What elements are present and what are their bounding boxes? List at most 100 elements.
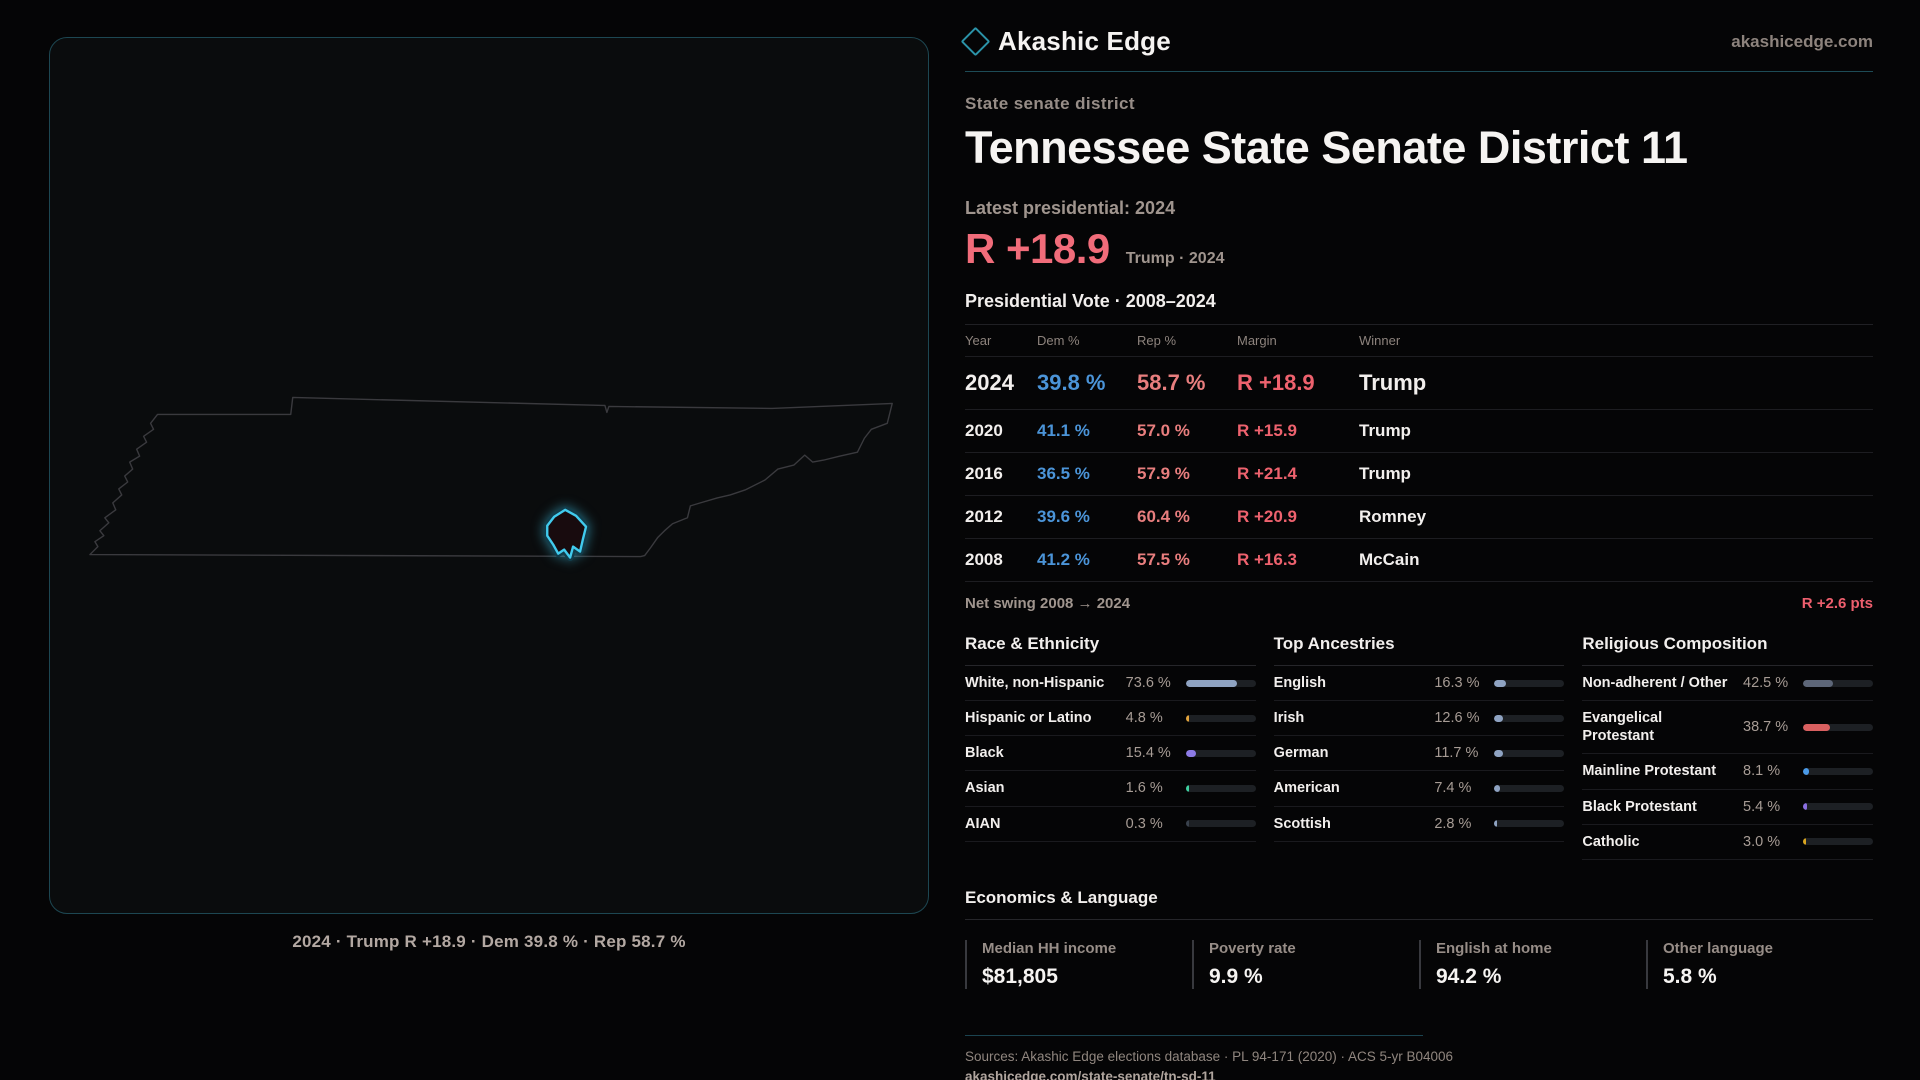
- vote-table-title: Presidential Vote · 2008–2024: [965, 291, 1216, 311]
- demographic-value: 38.7 %: [1743, 719, 1789, 736]
- header: Akashic Edge akashicedge.com: [960, 26, 1873, 72]
- col-winner: Winner: [1359, 333, 1401, 348]
- demographic-row: Evangelical Protestant 38.7 %: [1582, 701, 1874, 755]
- vote-year: 2020: [965, 421, 1003, 440]
- vote-year: 2008: [965, 550, 1003, 569]
- demographic-row: White, non-Hispanic 73.6 %: [965, 666, 1256, 702]
- demographic-bar-fill: [1185, 820, 1189, 828]
- demographic-value: 3.0 %: [1743, 833, 1781, 850]
- economics-section: Economics & Language Median HH income $8…: [965, 888, 1873, 989]
- demographic-label: Asian: [965, 780, 1005, 797]
- demographic-label: Mainline Protestant: [1582, 763, 1717, 780]
- demographic-bar-fill: [1803, 803, 1807, 811]
- net-swing-value: R +2.6 pts: [1801, 595, 1873, 612]
- vote-rep-pct: 57.9 %: [1137, 464, 1190, 483]
- demographic-value: 0.3 %: [1125, 815, 1163, 832]
- demographic-heading: Religious Composition: [1582, 634, 1874, 666]
- demographic-bar-track: [1803, 838, 1874, 846]
- vote-table-row: 2012 39.6 % 60.4 % R +20.9 Romney: [965, 496, 1873, 539]
- footer-sources: Sources: Akashic Edge elections database…: [965, 1048, 1454, 1064]
- economics-stat: Other language 5.8 %: [1646, 939, 1873, 989]
- vote-margin: R +21.4: [1237, 464, 1298, 483]
- demographic-bar-track: [1803, 679, 1874, 687]
- latest-presidential-label: Latest presidential: 2024: [965, 198, 1176, 218]
- tennessee-state-outline: [89, 396, 893, 558]
- demographic-label: AIAN: [965, 815, 1001, 832]
- demographic-row: Mainline Protestant 8.1 %: [1582, 754, 1874, 790]
- demographic-row: German 11.7 %: [1273, 736, 1565, 772]
- vote-dem-pct: 39.8 %: [1037, 370, 1106, 395]
- brand-domain-link[interactable]: akashicedge.com: [1731, 31, 1873, 51]
- vote-margin: R +15.9: [1237, 421, 1298, 440]
- demographic-bar-fill: [1185, 714, 1190, 722]
- demographic-rows: White, non-Hispanic 73.6 % Hispanic or L…: [965, 666, 1256, 842]
- vote-winner: Romney: [1359, 507, 1427, 526]
- vote-margin: R +16.3: [1237, 550, 1298, 569]
- vote-table-row: 2008 41.2 % 57.5 % R +16.3 McCain: [965, 539, 1873, 582]
- vote-table-row: 2020 41.1 % 57.0 % R +15.9 Trump: [965, 410, 1873, 453]
- demographic-bar-fill: [1494, 749, 1503, 757]
- demographic-bar-track: [1803, 723, 1874, 731]
- demographic-row: Non-adherent / Other 42.5 %: [1582, 666, 1874, 702]
- map-card: [49, 37, 929, 914]
- vote-rep-pct: 58.7 %: [1137, 370, 1206, 395]
- info-panel: Akashic Edge akashicedge.com State senat…: [960, 26, 1874, 1080]
- vote-dem-pct: 39.6 %: [1037, 507, 1090, 526]
- stat-value: 5.8 %: [1663, 964, 1717, 988]
- demographic-bar-fill: [1803, 723, 1831, 731]
- vote-margin: R +20.9: [1237, 507, 1298, 526]
- brand: Akashic Edge: [960, 26, 1171, 57]
- demographic-value: 15.4 %: [1125, 745, 1171, 762]
- demographic-row: American 7.4 %: [1273, 771, 1565, 807]
- col-margin: Margin: [1237, 333, 1277, 348]
- vote-winner: McCain: [1359, 550, 1420, 569]
- economics-stat: Median HH income $81,805: [965, 939, 1192, 989]
- demographic-row: Black Protestant 5.4 %: [1582, 790, 1874, 825]
- demographic-row: Scottish 2.8 %: [1273, 807, 1565, 842]
- demographic-bar-fill: [1185, 784, 1189, 792]
- demographic-bar-track: [1494, 749, 1565, 757]
- demographic-row: AIAN 0.3 %: [965, 807, 1256, 842]
- demographic-bar-track: [1494, 679, 1565, 687]
- stat-label: Poverty rate: [1209, 939, 1296, 957]
- demographic-value: 16.3 %: [1434, 675, 1480, 692]
- vote-winner: Trump: [1359, 370, 1427, 395]
- demographic-label: American: [1273, 780, 1340, 797]
- net-swing-row: Net swing 2008 → 2024 R +2.6 pts: [965, 595, 1873, 612]
- demographic-value: 4.8 %: [1125, 710, 1163, 727]
- demographic-label: Irish: [1273, 710, 1305, 727]
- demographic-bar-track: [1494, 784, 1565, 792]
- demographic-bar-track: [1494, 820, 1565, 828]
- vote-winner: Trump: [1359, 464, 1411, 483]
- demographic-value: 2.8 %: [1434, 815, 1472, 832]
- economics-stat: English at home 94.2 %: [1419, 939, 1646, 989]
- demographic-label: Non-adherent / Other: [1582, 675, 1728, 691]
- demographic-rows: Non-adherent / Other 42.5 % Evangelical …: [1582, 666, 1874, 860]
- demographic-bar-fill: [1494, 820, 1498, 828]
- col-year: Year: [965, 333, 992, 348]
- demographic-bar-fill: [1803, 679, 1833, 687]
- demographic-bar-fill: [1494, 784, 1500, 792]
- demographic-column: Religious Composition Non-adherent / Oth…: [1582, 634, 1874, 860]
- demographic-label: Evangelical Protestant: [1582, 710, 1663, 745]
- vote-dem-pct: 41.2 %: [1037, 550, 1090, 569]
- demographic-label: German: [1273, 745, 1329, 762]
- demographic-value: 8.1 %: [1743, 763, 1781, 780]
- demographic-value: 1.6 %: [1125, 780, 1163, 797]
- demographic-bar-track: [1185, 679, 1256, 687]
- demographic-label: Catholic: [1582, 833, 1640, 850]
- demographic-value: 11.7 %: [1434, 745, 1479, 762]
- economics-stat: Poverty rate 9.9 %: [1192, 939, 1419, 989]
- demographic-bar-fill: [1494, 714, 1504, 722]
- stat-value: $81,805: [982, 964, 1058, 988]
- stat-value: 9.9 %: [1209, 964, 1263, 988]
- demographic-label: White, non-Hispanic: [965, 675, 1105, 691]
- demographic-label: English: [1273, 675, 1327, 691]
- district-highlight[interactable]: [543, 506, 590, 562]
- net-swing-label: Net swing 2008 → 2024: [965, 595, 1131, 612]
- demographic-row: Asian 1.6 %: [965, 771, 1256, 807]
- vote-dem-pct: 36.5 %: [1037, 464, 1090, 483]
- demographic-value: 7.4 %: [1434, 780, 1472, 797]
- footer-permalink[interactable]: akashicedge.com/state-senate/tn-sd-11: [965, 1068, 1216, 1080]
